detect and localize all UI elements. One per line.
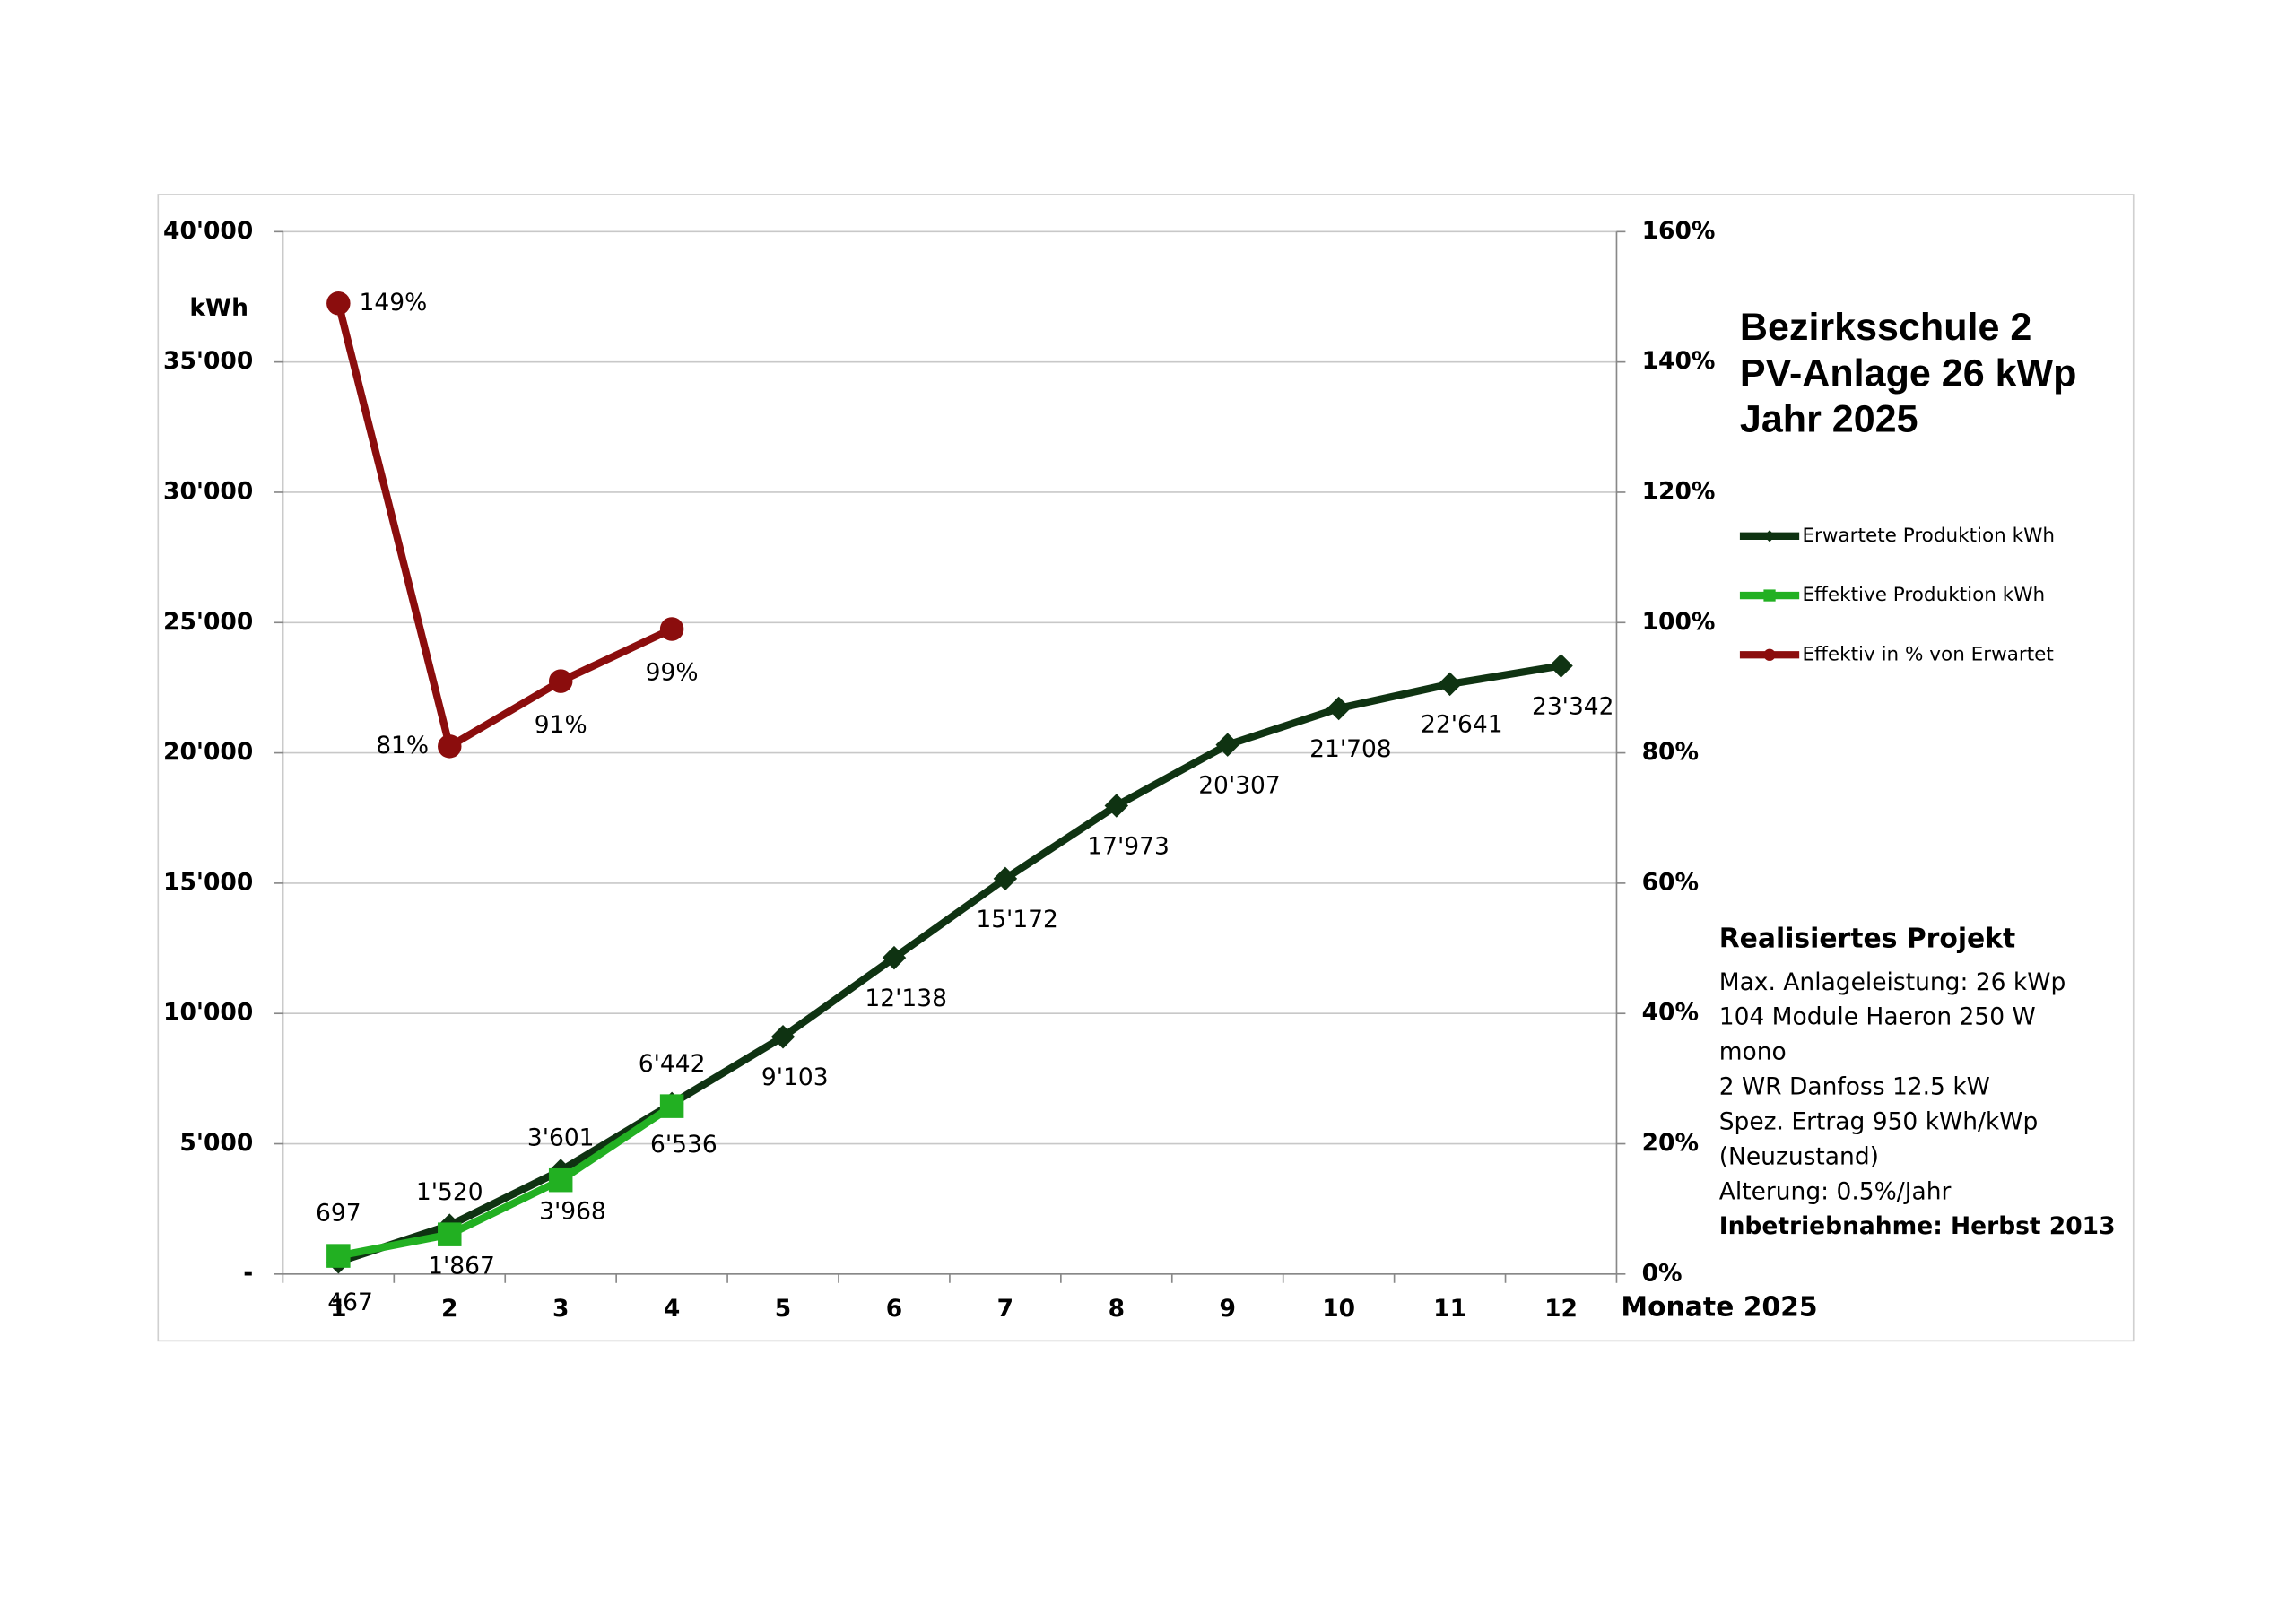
x-tick-label: 3: [552, 1295, 569, 1323]
data-label: 6'536: [650, 1131, 718, 1159]
y2-tick-label: 80%: [1642, 738, 1699, 766]
point-marker: [1104, 794, 1129, 818]
x-axis-label: Monate 2025: [1621, 1291, 1817, 1323]
y2-tick-label: 100%: [1642, 608, 1716, 636]
info-footer: Inbetriebnahme: Herbst 2013: [1719, 1212, 2116, 1240]
x-tick-label: 12: [1544, 1295, 1578, 1323]
x-tick-label: 1: [330, 1295, 346, 1323]
point-marker: [326, 1244, 351, 1268]
point-marker: [882, 945, 907, 970]
data-label: 99%: [646, 659, 699, 687]
info-line: Spez. Ertrag 950 kWh/kWp: [1719, 1107, 2039, 1135]
series-line: [337, 662, 1562, 1266]
point-marker: [548, 1167, 573, 1193]
series-line: [335, 302, 674, 751]
y-tick-label: 30'000: [163, 477, 253, 505]
y2-tick-label: 120%: [1642, 477, 1716, 505]
data-label: 1'520: [416, 1178, 483, 1206]
legend-marker: [1763, 648, 1776, 661]
data-label: 3'968: [539, 1197, 606, 1225]
data-label: 91%: [535, 711, 587, 739]
chart-title: Jahr 2025: [1740, 398, 1918, 441]
data-label: 20'307: [1198, 772, 1281, 800]
data-label: 149%: [360, 289, 428, 317]
y-tick-label: 5'000: [179, 1129, 253, 1157]
y-tick-label: 20'000: [163, 738, 253, 766]
data-label: 15'172: [976, 906, 1058, 933]
point-marker: [548, 669, 573, 693]
y-tick-label: 40'000: [163, 217, 253, 245]
x-tick-label: 4: [664, 1295, 680, 1323]
y-tick-label: 10'000: [163, 999, 253, 1027]
info-line: 2 WR Danfoss 12.5 kW: [1719, 1073, 1990, 1101]
point-marker: [438, 1222, 462, 1246]
x-tick-label: 11: [1433, 1295, 1466, 1323]
point-marker: [659, 617, 684, 641]
legend-marker: [1763, 589, 1776, 602]
y2-tick-label: 40%: [1642, 999, 1699, 1027]
info-heading: Realisiertes Projekt: [1719, 924, 2016, 955]
info-line: 104 Module Haeron 250 W: [1719, 1003, 2036, 1031]
data-label: 6'442: [639, 1050, 706, 1078]
point-marker: [1326, 696, 1351, 721]
data-label: 81%: [376, 732, 429, 759]
chart-title: Bezirksschule 2: [1740, 306, 2031, 349]
point-marker: [326, 291, 351, 316]
y-tick-label: 25'000: [163, 608, 253, 636]
x-tick-label: 5: [775, 1295, 791, 1323]
series-line: [337, 1103, 674, 1260]
y2-tick-label: 140%: [1642, 347, 1716, 375]
x-tick-label: 2: [441, 1295, 457, 1323]
data-label: 23'342: [1532, 692, 1614, 720]
data-label: 17'973: [1087, 832, 1170, 860]
y2-tick-label: 60%: [1642, 868, 1699, 896]
x-tick-label: 10: [1322, 1295, 1355, 1323]
data-label: 467: [327, 1289, 373, 1316]
info-line: Max. Anlageleistung: 26 kWp: [1719, 968, 2066, 996]
x-tick-label: 6: [886, 1295, 902, 1323]
data-label: 12'138: [865, 985, 947, 1012]
x-tick-label: 9: [1220, 1295, 1236, 1323]
data-label: 1'867: [428, 1252, 495, 1280]
legend-label: Erwartete Produktion kWh: [1802, 525, 2055, 547]
chart-title: PV-Anlage 26 kWp: [1740, 352, 2077, 395]
info-line: Alterung: 0.5%/Jahr: [1719, 1177, 1952, 1205]
y-axis-label: kWh: [189, 294, 248, 322]
x-tick-label: 7: [997, 1295, 1013, 1323]
point-marker: [770, 1025, 796, 1049]
data-label: 9'103: [761, 1063, 829, 1091]
point-marker: [438, 734, 462, 759]
point-marker: [659, 1094, 684, 1118]
data-label: 22'641: [1421, 711, 1503, 739]
legend-label: Effektiv in % von Erwartet: [1802, 643, 2053, 665]
x-tick-label: 8: [1109, 1295, 1125, 1323]
y-tick-label: -: [243, 1259, 253, 1287]
legend-label: Effektive Produktion kWh: [1802, 584, 2045, 606]
y2-tick-label: 20%: [1642, 1129, 1699, 1157]
chart-frame: [157, 194, 2135, 1342]
y2-tick-label: 0%: [1642, 1259, 1683, 1287]
data-label: 697: [316, 1200, 361, 1228]
info-line: (Neuzustand): [1719, 1142, 1879, 1170]
y-tick-label: 15'000: [163, 868, 253, 896]
data-label: 21'708: [1309, 735, 1392, 763]
y-tick-label: 35'000: [163, 347, 253, 375]
info-line: mono: [1719, 1038, 1787, 1066]
y2-tick-label: 160%: [1642, 217, 1716, 245]
data-label: 3'601: [527, 1124, 595, 1151]
